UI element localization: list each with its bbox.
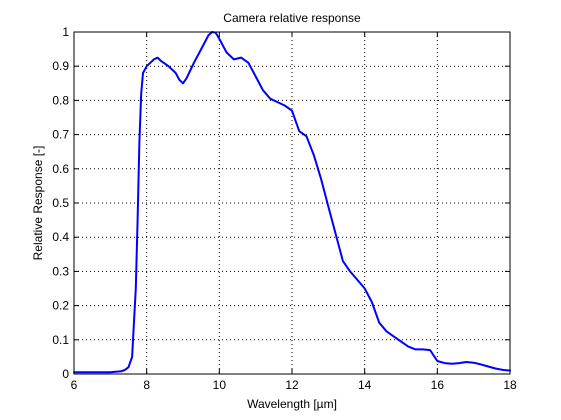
y-tick-label: 0.3 bbox=[52, 264, 69, 278]
y-tick-label: 0 bbox=[62, 367, 69, 381]
x-tick-labels: 6 8 10 12 14 16 18 bbox=[71, 378, 517, 392]
y-tick-labels: 0 0.1 0.2 0.3 0.4 0.5 0.6 0.7 0.8 0.9 1 bbox=[52, 25, 69, 381]
x-tick-label: 18 bbox=[503, 378, 517, 392]
x-tick-label: 14 bbox=[358, 378, 372, 392]
y-tick-label: 1 bbox=[62, 25, 69, 39]
chart-title: Camera relative response bbox=[223, 11, 361, 25]
ticks bbox=[73, 31, 511, 375]
plot-area bbox=[74, 32, 510, 374]
y-tick-label: 0.8 bbox=[52, 93, 69, 107]
y-tick-label: 0.1 bbox=[52, 333, 69, 347]
x-tick-label: 16 bbox=[431, 378, 445, 392]
x-tick-label: 12 bbox=[285, 378, 299, 392]
response-curve bbox=[73, 31, 511, 374]
y-tick-label: 0.6 bbox=[52, 162, 69, 176]
y-tick-label: 0.4 bbox=[52, 230, 69, 244]
y-tick-label: 0.9 bbox=[52, 59, 69, 73]
y-axis-title: Relative Response [-] bbox=[31, 146, 45, 261]
x-tick-label: 10 bbox=[213, 378, 227, 392]
y-tick-label: 0.2 bbox=[52, 299, 69, 313]
y-tick-label: 0.7 bbox=[52, 128, 69, 142]
series-layer bbox=[73, 31, 511, 374]
x-axis-title: Wavelength [µm] bbox=[247, 397, 337, 411]
x-tick-label: 8 bbox=[143, 378, 150, 392]
y-tick-label: 0.5 bbox=[52, 196, 69, 210]
x-tick-label: 6 bbox=[71, 378, 78, 392]
